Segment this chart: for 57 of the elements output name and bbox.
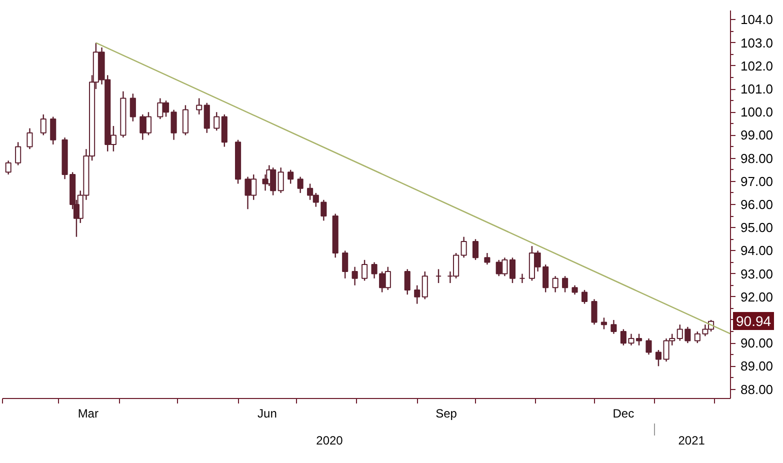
candlestick (591, 298, 598, 326)
x2-tick-label: 2021 (678, 434, 706, 448)
annotation: 90.94 (733, 312, 774, 330)
candlestick (562, 275, 568, 293)
candlestick (460, 236, 467, 258)
y-tick-label: 95.00 (740, 220, 774, 236)
candlestick (509, 257, 516, 284)
candlestick (278, 166, 284, 194)
x2-tick-label: 2020 (316, 434, 344, 448)
y-tick-label: 89.00 (740, 358, 774, 374)
candlestick (414, 284, 420, 304)
candlestick (404, 268, 410, 296)
candlestick (472, 238, 479, 261)
candlestick (40, 114, 46, 136)
y-tick-label: 90.00 (740, 336, 774, 351)
candlestick (26, 128, 33, 150)
candlestick (130, 93, 136, 122)
y-tick-label: 99.00 (740, 128, 774, 143)
candlestick (15, 142, 22, 166)
candlestick (519, 273, 526, 284)
candlestick (572, 284, 578, 296)
x-tick-label: Mar (78, 406, 98, 420)
candlestick (646, 338, 652, 356)
candlestick (297, 176, 304, 194)
y-tick-label: 104.0 (740, 12, 774, 28)
candlestick (352, 266, 358, 286)
y-tick-label: 94.00 (740, 243, 774, 258)
candlestick (196, 98, 202, 116)
candlestick (182, 104, 189, 136)
y-tick-label: 100.0 (740, 104, 774, 120)
candlestick (5, 160, 12, 176)
candlestick (600, 317, 608, 330)
candlestick (214, 112, 220, 132)
x-tick-label: Sep (436, 406, 458, 420)
y-tick-label: 97.00 (740, 174, 774, 189)
candlestick (552, 275, 558, 293)
y-tick-label: 102.0 (740, 58, 774, 74)
candlestick (484, 252, 490, 266)
candlestick (50, 116, 56, 146)
y-tick-label: 103.0 (740, 35, 774, 50)
candlestick (362, 259, 368, 282)
candlestick (435, 268, 442, 284)
candlestick (342, 250, 348, 280)
y-tick-label: 101.0 (740, 82, 774, 97)
x-tick-label: Dec (612, 406, 634, 420)
x-tick-label: Jun (258, 406, 277, 420)
y-tick-label: 88.00 (740, 382, 774, 397)
y-tick-label: 92.00 (740, 289, 774, 304)
candlestick (288, 169, 294, 184)
y-tick-label: 96.00 (740, 197, 774, 212)
y-tick-label: 98.00 (740, 150, 774, 166)
y-tick-label: 93.00 (740, 266, 774, 282)
candlestick (581, 289, 588, 304)
candlestick (170, 109, 177, 140)
candlestick (610, 319, 617, 334)
candlestick (204, 102, 210, 134)
candlestick (422, 270, 428, 300)
